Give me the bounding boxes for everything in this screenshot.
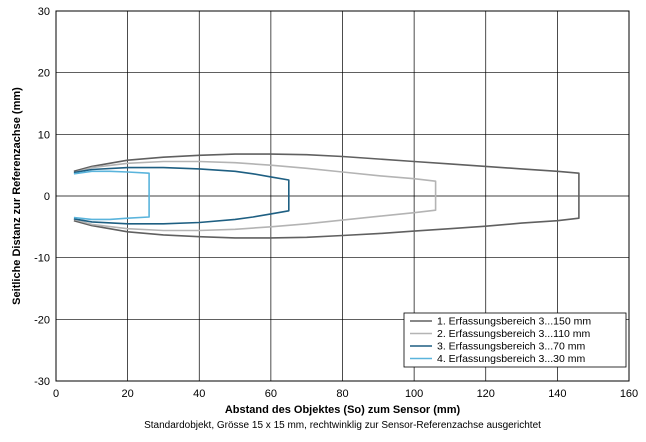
- x-tick-label: 80: [336, 388, 348, 400]
- series-line-1: [73, 153, 580, 239]
- plot-area-border: [55, 10, 630, 382]
- series-line-3: [73, 166, 290, 225]
- legend-label-4: 4. Erfassungsbereich 3...30 mm: [437, 353, 585, 365]
- legend-box: [403, 312, 627, 368]
- legend: 1. Erfassungsbereich 3...150 mm2. Erfass…: [403, 312, 627, 368]
- y-tick-label: 10: [38, 129, 50, 141]
- legend-label-1: 1. Erfassungsbereich 3...150 mm: [437, 316, 591, 328]
- x-axis-title: Abstand des Objektes (So) zum Sensor (mm…: [225, 404, 461, 416]
- chart-caption: Standardobjekt, Grösse 15 x 15 mm, recht…: [144, 420, 541, 431]
- y-axis-title: Seitliche Distanz zur Referenzachse (mm): [11, 87, 23, 305]
- y-tick-label: -20: [34, 314, 50, 326]
- y-tick-label: 20: [38, 68, 50, 80]
- y-tick-label: 30: [38, 6, 50, 18]
- series-line-2: [73, 160, 437, 232]
- legend-label-2: 2. Erfassungsbereich 3...110 mm: [437, 328, 591, 340]
- x-tick-label: 40: [193, 388, 205, 400]
- x-tick-label: 140: [548, 388, 566, 400]
- y-tick-label: -10: [34, 253, 50, 265]
- legend-label-3: 3. Erfassungsbereich 3...70 mm: [437, 341, 585, 353]
- x-tick-label: 100: [405, 388, 423, 400]
- series-line-4: [73, 170, 150, 221]
- x-tick-label: 0: [53, 388, 59, 400]
- y-tick-label: -30: [34, 376, 50, 388]
- y-tick-label: 0: [44, 191, 50, 203]
- x-tick-label: 120: [477, 388, 495, 400]
- x-tick-label: 20: [122, 388, 134, 400]
- x-tick-label: 160: [620, 388, 638, 400]
- series-lines: [73, 153, 580, 239]
- x-tick-label: 60: [265, 388, 277, 400]
